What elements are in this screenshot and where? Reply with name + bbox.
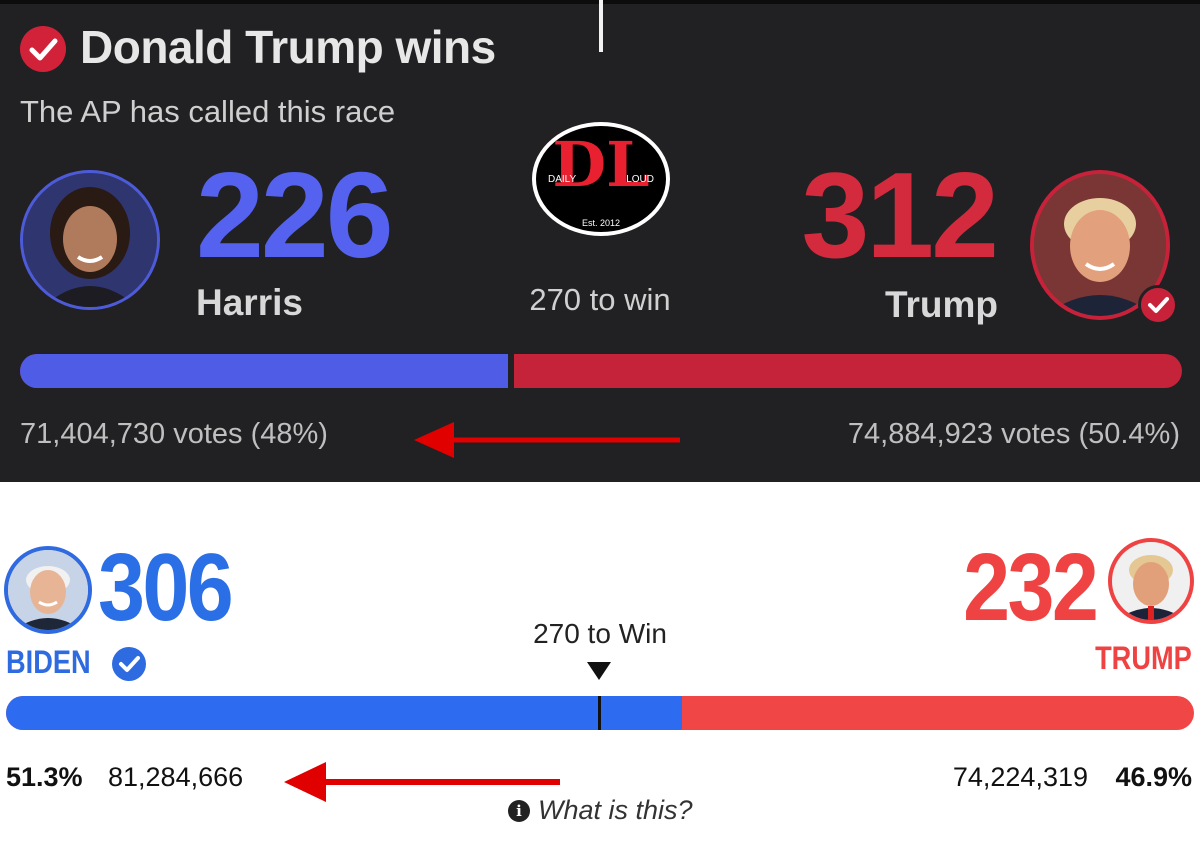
win-threshold-label: 270 to win bbox=[529, 282, 671, 317]
trump-popular-votes-bottom: 74,224,319 bbox=[952, 762, 1088, 792]
biden-name-label: BIDEN bbox=[6, 644, 91, 680]
threshold-down-arrow-icon bbox=[587, 662, 611, 680]
dark-results-panel: Donald Trump wins The AP has called this… bbox=[0, 0, 1200, 482]
win-threshold-marker bbox=[599, 0, 603, 52]
trump-winner-check-icon bbox=[1138, 285, 1178, 325]
info-icon[interactable]: i bbox=[508, 800, 530, 822]
trump-electoral-votes-bottom: 232 bbox=[962, 534, 1099, 641]
left-arrow bbox=[284, 760, 562, 804]
harris-avatar bbox=[20, 170, 160, 310]
trump-electoral-votes: 312 bbox=[801, 147, 999, 283]
harris-name-label: Harris bbox=[196, 282, 303, 323]
race-title: Donald Trump wins bbox=[80, 21, 496, 73]
electoral-progress-bar bbox=[20, 354, 1182, 388]
race-subtitle: The AP has called this race bbox=[20, 94, 396, 129]
trump-avatar-bottom bbox=[1108, 538, 1194, 624]
light-results-panel: 306 BIDEN 232 TRUMP 270 to Win 51.3% 81,… bbox=[0, 482, 1200, 848]
biden-bar-segment bbox=[6, 696, 682, 730]
left-arrow bbox=[414, 418, 684, 462]
biden-winner-check-icon bbox=[112, 647, 146, 681]
trump-name-label-bottom: TRUMP bbox=[1095, 640, 1192, 676]
biden-vote-percent: 51.3% bbox=[6, 762, 83, 792]
biden-popular-votes: 81,284,666 bbox=[108, 762, 244, 792]
logo-est-text: Est. 2012 bbox=[581, 218, 621, 228]
win-threshold-label-bottom: 270 to Win bbox=[533, 618, 667, 649]
trump-vote-percent: 46.9% bbox=[1115, 762, 1192, 792]
harris-bar-segment bbox=[20, 354, 508, 388]
biden-electoral-votes: 306 bbox=[98, 534, 234, 641]
biden-avatar bbox=[4, 546, 92, 634]
trump-popular-votes: 74,884,923 votes (50.4%) bbox=[847, 418, 1180, 450]
harris-popular-votes: 71,404,730 votes (48%) bbox=[20, 418, 328, 450]
logo-right-text: LOUD bbox=[626, 174, 654, 185]
logo-left-text: DAILY bbox=[548, 174, 577, 185]
logo-letters: DL bbox=[552, 128, 650, 201]
harris-electoral-votes: 226 bbox=[196, 147, 394, 283]
bar-divider bbox=[508, 354, 514, 388]
daily-loud-logo: DL DAILY LOUD Est. 2012 bbox=[532, 122, 670, 236]
win-threshold-marker-bottom bbox=[598, 696, 601, 730]
trump-name-label: Trump bbox=[884, 284, 998, 325]
what-is-this-link[interactable]: What is this? bbox=[538, 795, 693, 825]
winner-check-icon bbox=[20, 26, 66, 72]
